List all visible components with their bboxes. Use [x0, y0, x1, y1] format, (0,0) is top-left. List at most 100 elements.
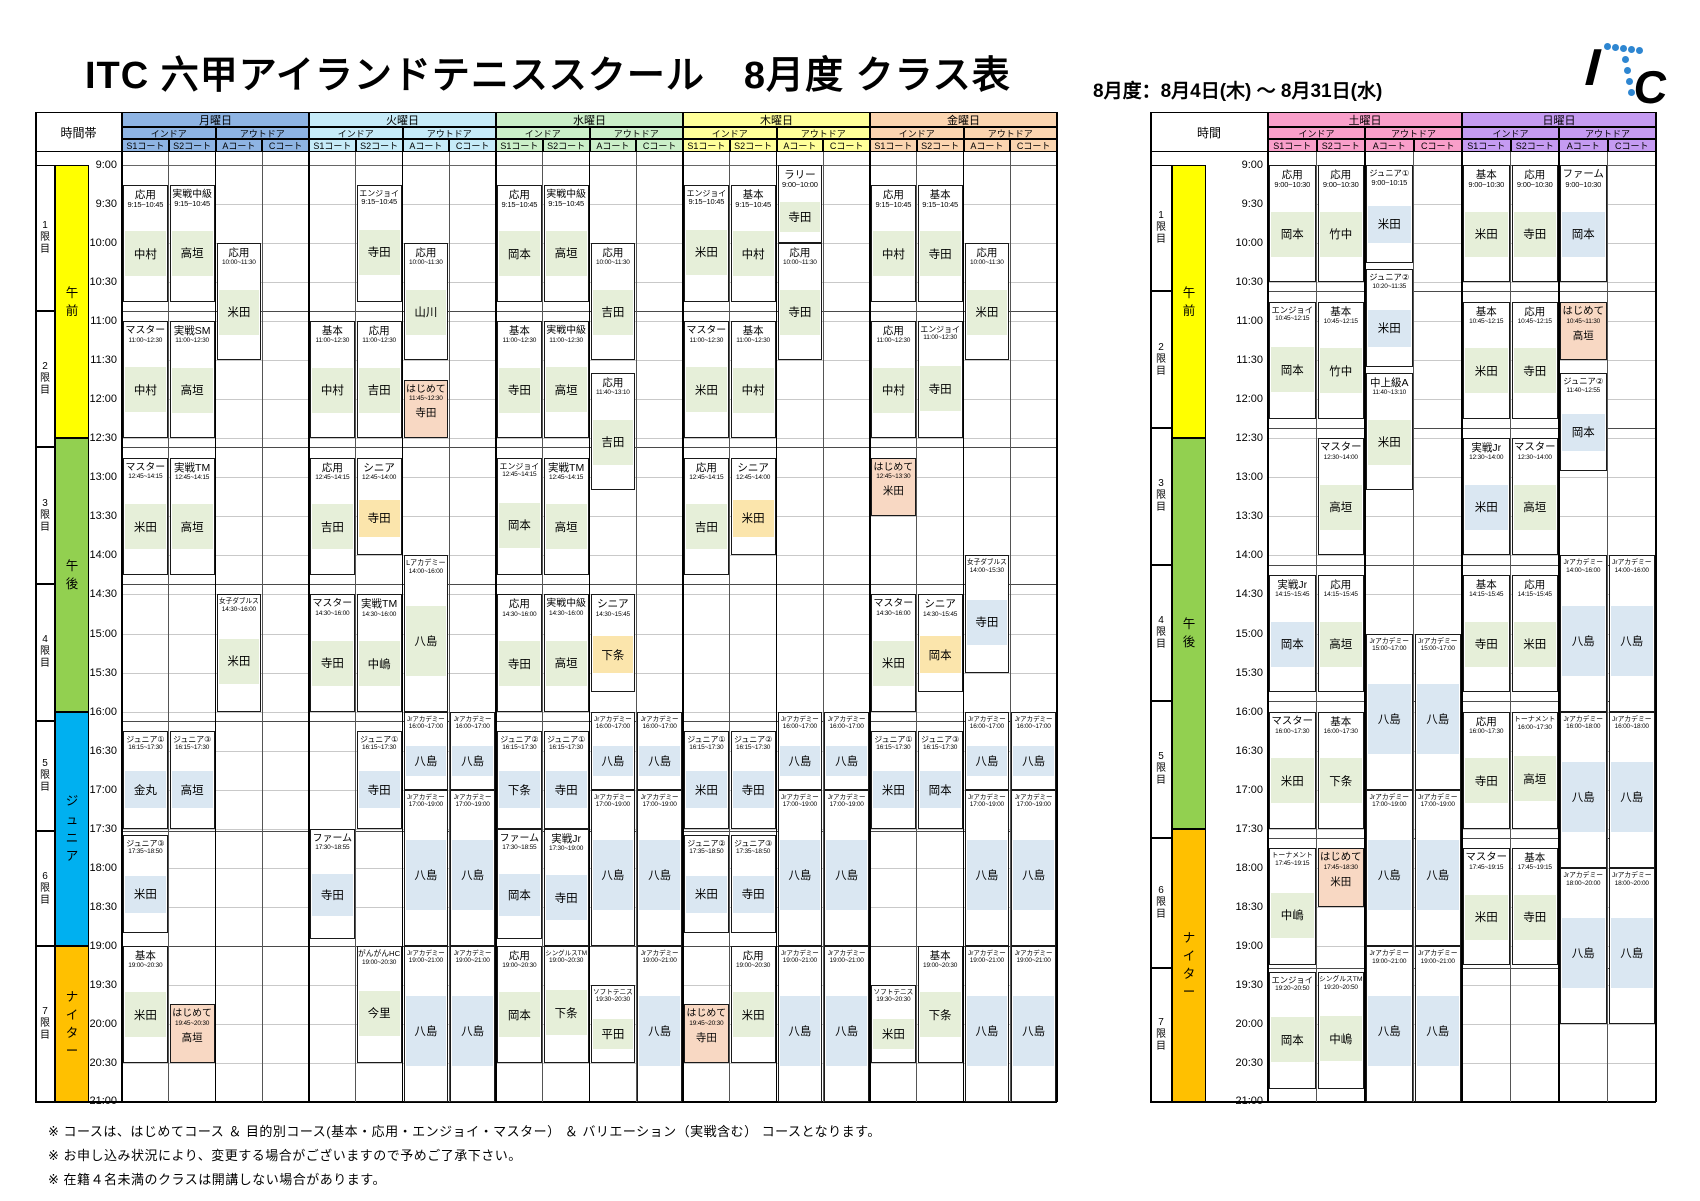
note-line: ※ コースは、はじめてコース ＆ 目的別コース(基本・応用・エンジョイ・マスター… [48, 1124, 881, 1139]
class-マスター: マスター 14:30~16:00 寺田 [310, 594, 355, 712]
class-応用: 応用 9:15~10:45 岡本 [497, 184, 542, 302]
court-header: S1コート [122, 139, 169, 152]
class-title: エンジョイ [1271, 304, 1314, 315]
class-ファーム: ファーム 17:30~18:55 寺田 [310, 828, 355, 940]
class-time: 9:15~10:45 [127, 199, 164, 209]
class-title: 応用 [508, 188, 530, 201]
class-title: 応用 [508, 598, 530, 611]
class-title: 基本 [134, 949, 156, 962]
time-label: 15:30 [89, 666, 117, 679]
class-title: 女子ダブルス [219, 598, 259, 606]
zone-cell: 午前 [1172, 165, 1206, 439]
class-title: Jrアカデミー [453, 949, 492, 957]
class-time: 10:20~11:35 [1372, 282, 1407, 290]
court-separator [355, 152, 357, 1102]
court-header: S2コート [916, 139, 964, 152]
class-time: 15:00~17:00 [1420, 645, 1455, 653]
class-Jrアカデミー: Jrアカデミー 19:00~21:00 八島 [964, 945, 1010, 1102]
class-time: 10:45~12:15 [1275, 315, 1310, 323]
class-title: 基本 [1475, 578, 1497, 591]
time-label: 17:00 [1235, 783, 1263, 796]
class-Jrアカデミー: Jrアカデミー 14:00~16:00 八島 [1608, 555, 1655, 712]
teacher-band: 八島 [826, 996, 867, 1067]
class-time: 19:00~21:00 [782, 957, 817, 965]
class-ジュニア①: ジュニア① 16:15~17:30 金丸 [123, 731, 168, 829]
class-応用: 応用 12:45~14:15 吉田 [684, 457, 729, 575]
class-time: 17:30~18:55 [502, 844, 537, 852]
class-title: はじめて [873, 461, 914, 473]
class-title: ジュニア① [1369, 168, 1410, 178]
class-title: マスター [312, 598, 353, 610]
class-応用: 応用 9:00~10:30 竹中 [1317, 165, 1364, 283]
court-separator [1413, 152, 1414, 1102]
teacher-band: 中村 [312, 367, 353, 413]
class-title: Jrアカデミー [1418, 949, 1458, 957]
logo-dot [1628, 46, 1635, 53]
class-time: 16:00~18:00 [1566, 723, 1601, 731]
time-label: 16:00 [1235, 705, 1263, 718]
class-title: マスター [125, 461, 166, 473]
class-time: 19:00~20:30 [923, 961, 958, 969]
class-title: 実戦TM [174, 461, 211, 474]
time-label: 15:00 [1235, 627, 1263, 640]
class-中上級A: 中上級A 11:40~13:10 米田 [1366, 373, 1413, 491]
teacher-band: 八島 [826, 839, 867, 910]
court-separator [729, 152, 731, 1102]
time-label: 20:00 [1235, 1017, 1263, 1030]
class-Jrアカデミー: Jrアカデミー 17:00~19:00 八島 [590, 789, 636, 946]
class-title: エンジョイ [499, 461, 540, 471]
class-title: Jrアカデミー [406, 949, 445, 957]
teacher-band: 八島 [1416, 996, 1459, 1067]
teacher-band: 寺田 [358, 229, 400, 275]
class-time: 11:00~12:30 [362, 337, 396, 345]
outdoor-header: アウトドア [776, 127, 870, 139]
outdoor-header: アウトドア [1365, 127, 1462, 139]
teacher-band: 岡本 [499, 231, 540, 277]
class-time: 10:00~11:30 [409, 259, 443, 267]
class-応用: 応用 9:15~10:45 中村 [871, 184, 916, 302]
class-time: 16:00~17:00 [455, 723, 490, 731]
time-label: 13:00 [89, 471, 117, 484]
teacher-band: 岡本 [919, 771, 961, 809]
teacher-band: 米田 [1368, 205, 1411, 243]
class-time: 19:00~20:30 [128, 961, 163, 969]
class-title: 応用 [228, 247, 250, 260]
zone-label-ジュニア: ジュニア [65, 794, 79, 863]
class-ジュニア②: ジュニア② 11:40~12:55 岡本 [1560, 373, 1607, 471]
day-header: 月曜日 [122, 112, 309, 127]
time-label: 16:30 [89, 744, 117, 757]
class-title: ジュニア③ [172, 735, 212, 745]
gridline-30min [122, 1102, 1057, 1103]
class-Jrアカデミー: Jrアカデミー 17:00~19:00 八島 [637, 789, 682, 946]
class-title: エンジョイ [1271, 974, 1314, 985]
teacher-band: 岡本 [499, 992, 540, 1038]
class-実戦TM: 実戦TM 12:45~14:15 高垣 [543, 457, 589, 575]
class-Jrアカデミー: Jrアカデミー 16:00~18:00 八島 [1608, 711, 1655, 868]
court-separator [822, 152, 824, 1102]
class-Jrアカデミー: Jrアカデミー 15:00~17:00 八島 [1366, 633, 1413, 790]
teacher-band: 八島 [452, 745, 493, 776]
class-title: エンジョイ [359, 188, 399, 198]
court-separator [168, 152, 170, 1102]
class-title: Jrアカデミー [1612, 871, 1652, 879]
class-ジュニア①: ジュニア① 16:15~17:30 米田 [684, 731, 729, 829]
class-time: 12:45~14:15 [315, 473, 350, 481]
class-title: はじめて [406, 383, 446, 395]
class-応用: 応用 9:00~10:30 岡本 [1269, 165, 1316, 283]
class-Jrアカデミー: Jrアカデミー 16:00~17:00 八島 [590, 711, 636, 790]
class-女子ダブルス: 女子ダブルス 14:30~16:00 米田 [216, 594, 262, 712]
class-title: 基本 [1330, 715, 1352, 728]
court-separator [1607, 152, 1608, 1102]
teacher-band: 高垣 [545, 504, 587, 550]
class-time: 9:15~10:45 [548, 198, 584, 208]
class-応用: 応用 10:00~11:30 吉田 [590, 243, 636, 361]
teacher-band: 米田 [218, 289, 260, 335]
teacher-band: 米田 [1368, 309, 1411, 347]
class-ソフトテニス: ソフトテニス 19:30~20:30 米田 [871, 984, 916, 1063]
teacher-band: 米田 [966, 289, 1008, 335]
class-title: 基本 [508, 325, 530, 338]
